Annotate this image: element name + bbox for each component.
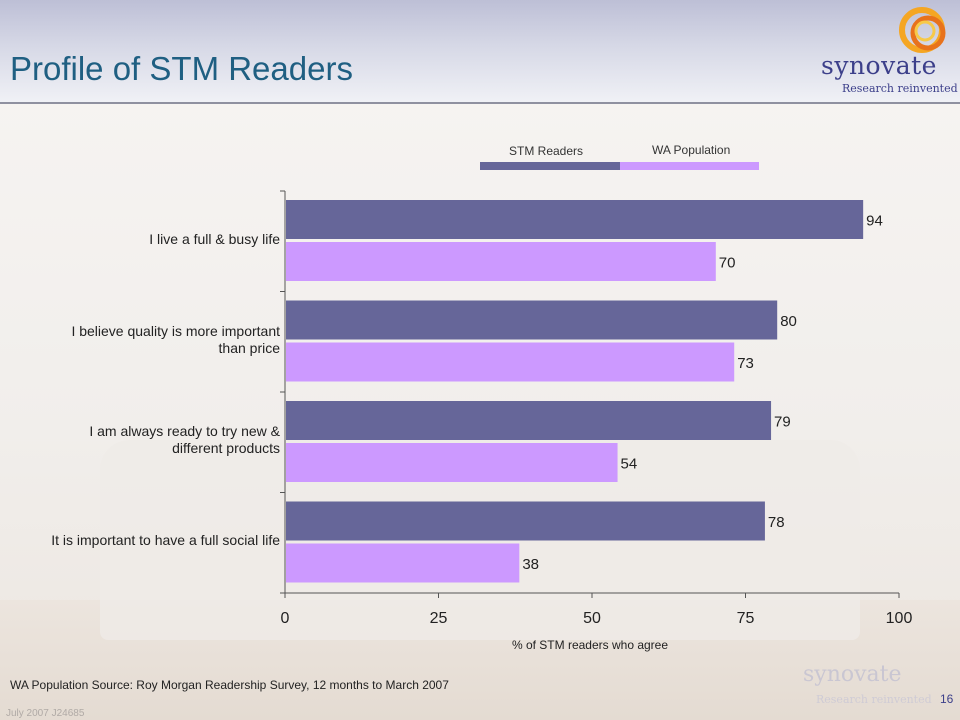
category-label-line: than price xyxy=(218,339,280,356)
data-label-stm-1: 80 xyxy=(780,313,797,330)
slide-header xyxy=(0,0,960,104)
category-label-0: I live a full & busy life xyxy=(0,231,280,248)
data-label-wa-0: 70 xyxy=(719,255,736,272)
bar-stm-1 xyxy=(286,300,778,340)
category-label-1: I believe quality is more important than … xyxy=(0,323,280,357)
category-label-2: I am always ready to try new & different … xyxy=(0,423,280,457)
bar-stm-3 xyxy=(286,501,765,541)
x-tick-label-3: 75 xyxy=(737,610,755,627)
bar-wa-1 xyxy=(286,342,735,382)
bar-wa-0 xyxy=(286,242,716,281)
data-label-stm-2: 79 xyxy=(774,414,791,431)
data-label-wa-2: 54 xyxy=(621,456,638,473)
watermark-logo-tagline: Research reinvented xyxy=(816,693,932,706)
page-number: 16 xyxy=(940,692,954,706)
data-label-wa-3: 38 xyxy=(522,556,539,573)
slide-title: Profile of STM Readers xyxy=(10,50,353,87)
data-label-stm-0: 94 xyxy=(866,213,883,230)
category-label-line: different products xyxy=(172,440,280,457)
category-label-3: It is important to have a full social li… xyxy=(0,532,280,549)
source-footnote: WA Population Source: Roy Morgan Readers… xyxy=(10,678,449,692)
data-label-stm-3: 78 xyxy=(768,514,785,531)
category-label-line: I am always ready to try new & xyxy=(89,423,280,440)
logo-tagline: Research reinvented xyxy=(842,82,958,95)
logo-name: synovate xyxy=(821,51,937,80)
x-tick-label-0: 0 xyxy=(281,610,290,627)
bar-wa-3 xyxy=(286,543,520,583)
category-label-line: I live a full & busy life xyxy=(149,230,280,247)
bar-stm-2 xyxy=(286,401,772,440)
x-tick-label-2: 50 xyxy=(583,610,601,627)
bar-stm-0 xyxy=(286,200,864,239)
watermark-logo-name: synovate xyxy=(803,662,902,687)
data-label-wa-1: 73 xyxy=(737,355,754,372)
category-label-line: It is important to have a full social li… xyxy=(51,532,280,549)
synovate-logo-icon xyxy=(899,7,946,53)
x-axis-label: % of STM readers who agree xyxy=(511,638,669,652)
legend-label-stm: STM Readers xyxy=(509,144,584,158)
x-tick-label-1: 25 xyxy=(430,610,448,627)
footer-date-job: July 2007 J24685 xyxy=(6,708,85,719)
category-label-line: I believe quality is more important xyxy=(71,322,280,339)
legend-label-wa: WA Population xyxy=(652,143,731,157)
legend-swatch-stm xyxy=(480,162,620,170)
bar-wa-2 xyxy=(286,443,618,482)
legend-swatch-wa xyxy=(620,162,759,170)
x-tick-label-4: 100 xyxy=(886,610,913,627)
